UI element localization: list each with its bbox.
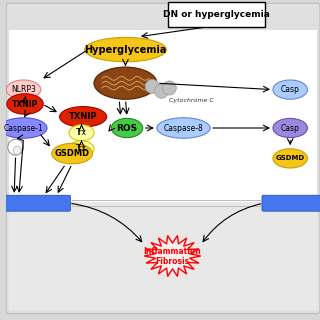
Ellipse shape [111, 118, 143, 138]
Polygon shape [144, 236, 201, 276]
Text: Trx: Trx [76, 144, 87, 153]
Circle shape [155, 84, 168, 98]
Ellipse shape [273, 118, 308, 138]
Text: NLRP3: NLRP3 [11, 85, 36, 94]
Text: ROS: ROS [116, 124, 138, 132]
Text: TXNIP: TXNIP [12, 100, 38, 108]
FancyBboxPatch shape [9, 202, 317, 310]
Circle shape [163, 81, 176, 95]
Ellipse shape [6, 80, 41, 99]
Text: Inflammation: Inflammation [144, 247, 201, 256]
Ellipse shape [69, 125, 94, 141]
Text: Caspase-8: Caspase-8 [164, 124, 204, 132]
Ellipse shape [7, 94, 43, 114]
Ellipse shape [157, 118, 210, 138]
Text: Cytochrome C: Cytochrome C [169, 98, 214, 103]
Text: TXNIP: TXNIP [69, 112, 97, 121]
Text: GSDMD: GSDMD [55, 149, 90, 158]
FancyBboxPatch shape [262, 195, 320, 211]
Ellipse shape [0, 118, 47, 138]
FancyBboxPatch shape [9, 30, 317, 205]
FancyBboxPatch shape [6, 3, 320, 314]
Text: GSDMD: GSDMD [276, 156, 305, 161]
Circle shape [13, 146, 21, 155]
Ellipse shape [273, 80, 308, 99]
Ellipse shape [85, 37, 166, 62]
Ellipse shape [52, 143, 92, 164]
Text: Caspase-1: Caspase-1 [4, 124, 44, 132]
Text: Fibrosis: Fibrosis [156, 257, 189, 266]
Ellipse shape [60, 107, 107, 127]
Ellipse shape [69, 141, 94, 157]
Text: Trx: Trx [76, 128, 87, 137]
FancyBboxPatch shape [5, 195, 70, 211]
Ellipse shape [94, 67, 157, 99]
Circle shape [145, 79, 159, 93]
Text: Casp: Casp [281, 124, 300, 132]
Ellipse shape [273, 149, 308, 168]
Text: Casp: Casp [281, 85, 300, 94]
FancyBboxPatch shape [168, 2, 265, 27]
Circle shape [8, 139, 23, 155]
Text: DN or hyperglycemia: DN or hyperglycemia [163, 10, 270, 19]
Text: Hyperglycemia: Hyperglycemia [84, 44, 167, 55]
